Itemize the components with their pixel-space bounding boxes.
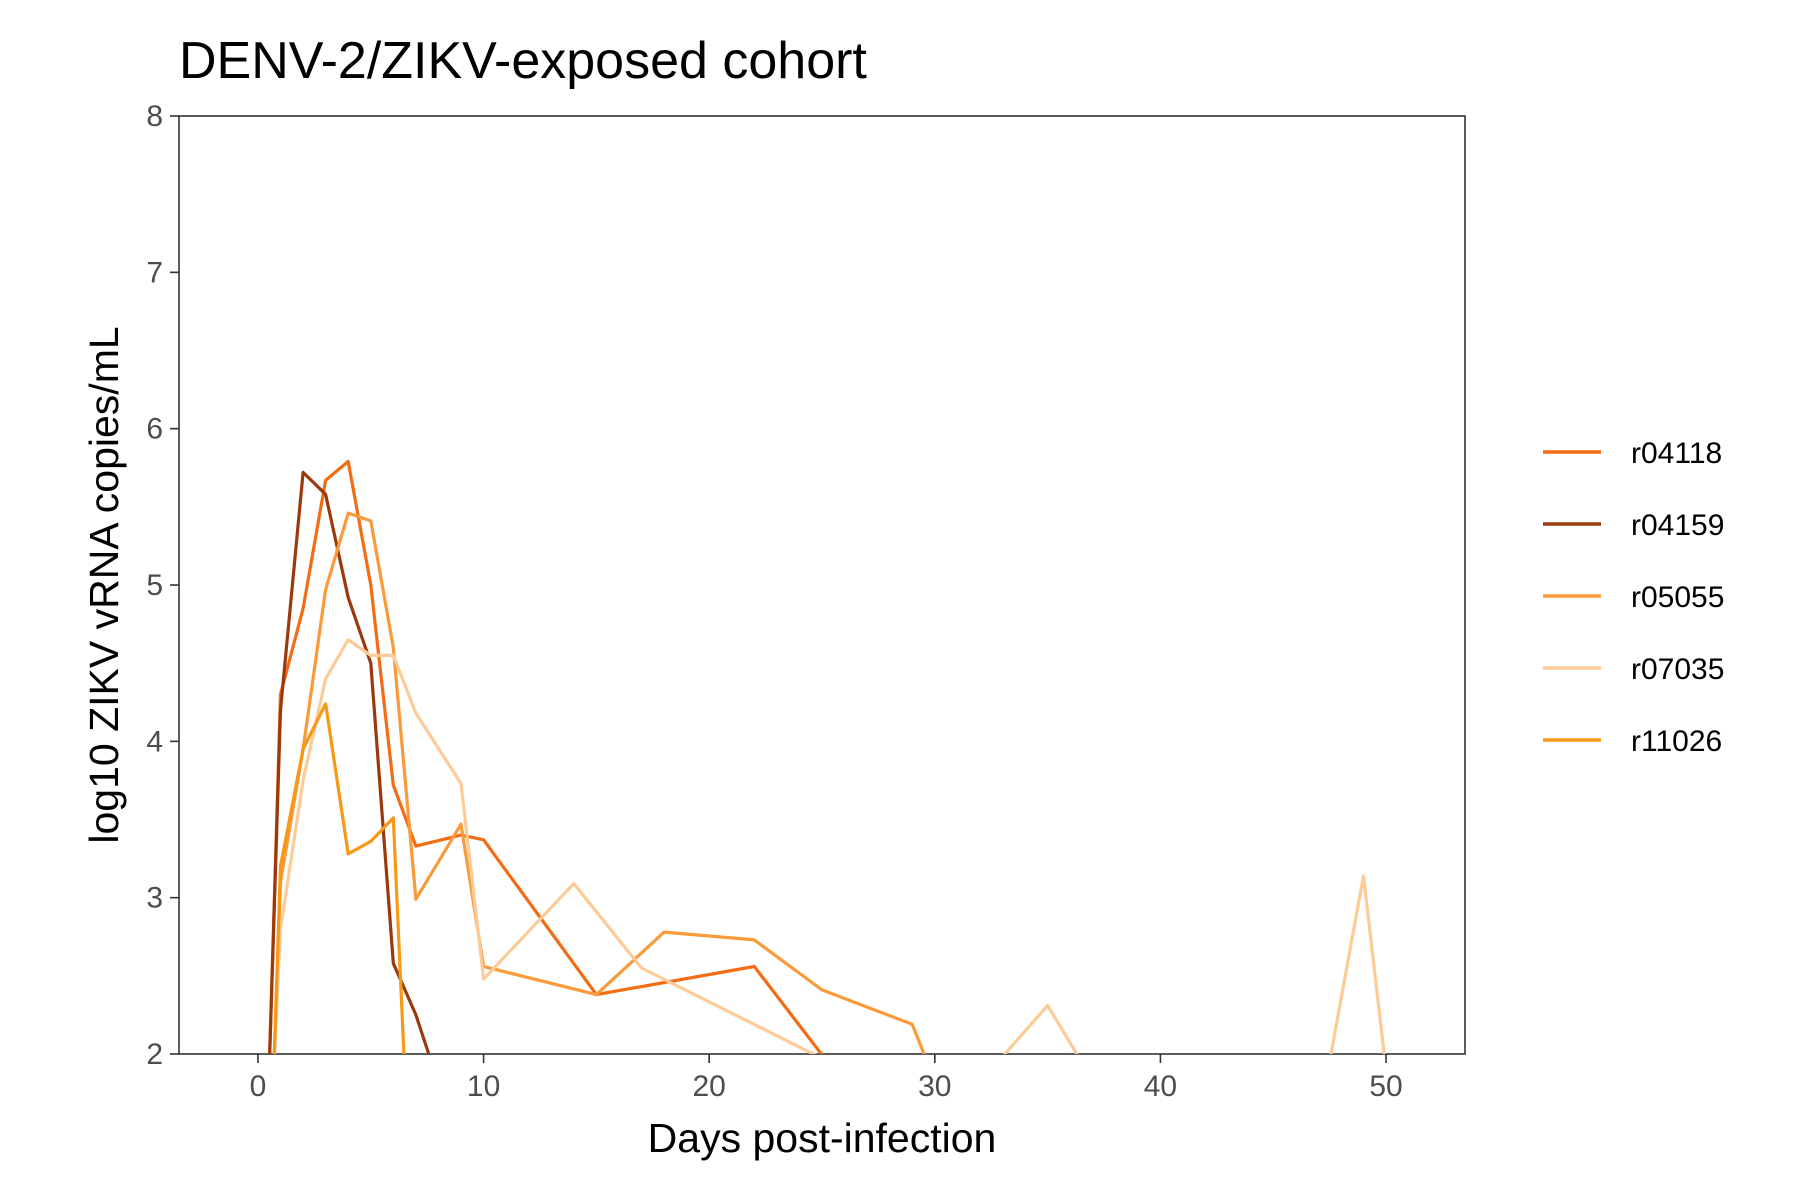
series-line-r07035	[272, 638, 1386, 1054]
series-line-r11026	[272, 702, 406, 1054]
x-axis-title: Days post-infection	[648, 1115, 997, 1161]
series-line-r04118	[268, 459, 824, 1054]
legend-label-r04159: r04159	[1631, 509, 1724, 542]
y-tick-label: 3	[146, 882, 163, 915]
y-tick-label: 5	[146, 569, 163, 602]
y-axis-title: log10 ZIKV vRNA copies/mL	[81, 326, 127, 843]
legend-label-r07035: r07035	[1631, 653, 1724, 686]
x-tick-label: 30	[918, 1070, 951, 1103]
series-line-r05055	[272, 511, 926, 1054]
y-tick-label: 6	[146, 413, 163, 446]
x-tick-label: 40	[1144, 1070, 1177, 1103]
x-tick-label: 0	[250, 1070, 267, 1103]
legend-label-r04118: r04118	[1631, 437, 1722, 470]
y-tick-label: 4	[146, 725, 163, 758]
y-tick-label: 8	[146, 100, 163, 133]
x-tick-label: 10	[467, 1070, 500, 1103]
legend-label-r05055: r05055	[1631, 581, 1724, 614]
chart-title: DENV-2/ZIKV-exposed cohort	[179, 32, 867, 90]
x-tick-label: 50	[1369, 1070, 1402, 1103]
legend: r04118 r04159 r05055 r07035 r11026	[1543, 437, 1724, 758]
y-tick-label: 2	[146, 1038, 163, 1071]
y-tick-label: 7	[146, 256, 163, 289]
series-layer	[268, 459, 1386, 1054]
x-axis-ticks: 0 10 20 30 40 50	[250, 1054, 1403, 1103]
series-line-r04159	[268, 470, 431, 1054]
y-axis-ticks: 2 3 4 5 6 7 8	[146, 100, 179, 1071]
legend-label-r11026: r11026	[1631, 725, 1722, 758]
x-tick-label: 20	[693, 1070, 726, 1103]
